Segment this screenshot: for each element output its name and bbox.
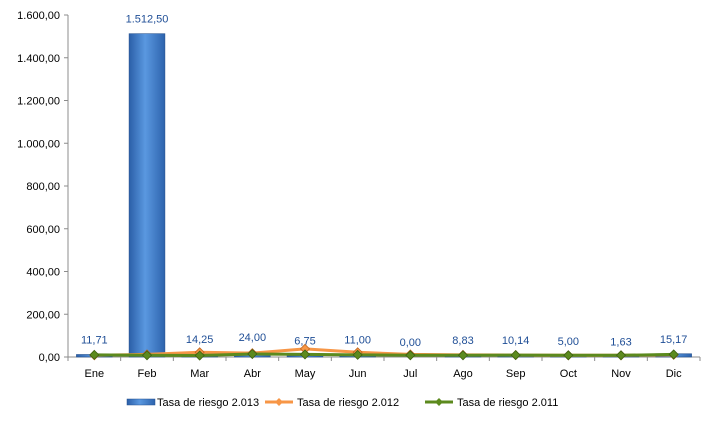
- series-point: [89, 349, 100, 360]
- data-label: 11,71: [81, 334, 108, 346]
- bar: [128, 33, 166, 358]
- series-point: [299, 349, 311, 360]
- line-series: [89, 343, 679, 361]
- y-tick-label: 200,00: [26, 309, 60, 321]
- data-label: 15,17: [660, 334, 688, 346]
- x-tick-label: Ago: [453, 368, 473, 380]
- x-tick-label: May: [295, 368, 316, 380]
- x-tick-label: Nov: [611, 368, 631, 380]
- x-tick-label: Mar: [190, 368, 209, 380]
- x-tick-label: Ene: [85, 368, 105, 380]
- data-labels: 11,71 1.512,50 14,25 24,00 6,75 11,00 0,00 8,83…: [81, 14, 687, 349]
- series-point: [668, 349, 679, 360]
- x-tick-label: Feb: [138, 368, 157, 380]
- axes: 0,00 200,00 400,00 600,00 800,00 1.000,00 1.20…: [17, 10, 701, 380]
- data-label: 8,83: [452, 335, 473, 347]
- legend-label: Tasa de riesgo 2.013: [157, 397, 259, 409]
- legend-marker: [275, 398, 283, 406]
- data-label: 11,00: [344, 335, 371, 347]
- series-point: [352, 349, 363, 360]
- series-point: [563, 350, 574, 361]
- series-point: [615, 350, 627, 361]
- data-label: 0,00: [400, 337, 421, 349]
- legend: Tasa de riesgo 2.013 Tasa de riesgo 2.012…: [126, 397, 558, 409]
- data-label: 14,25: [186, 334, 214, 346]
- data-label: 10,14: [502, 335, 530, 347]
- legend-marker: [435, 398, 443, 406]
- legend-swatch: [126, 398, 156, 406]
- legend-label: Tasa de riesgo 2.012: [297, 397, 399, 409]
- bar-series: [76, 33, 692, 358]
- x-tick-label: Jul: [403, 368, 417, 380]
- series-point: [510, 350, 521, 361]
- x-tick-label: Jun: [349, 368, 367, 380]
- data-label: 6,75: [294, 336, 315, 348]
- y-tick-label: 800,00: [26, 181, 60, 193]
- y-tick-label: 1.200,00: [17, 96, 60, 108]
- series-line: [94, 352, 674, 358]
- data-label: 1,63: [610, 337, 631, 349]
- data-label: 1.512,50: [126, 14, 169, 26]
- y-tick-label: 600,00: [26, 224, 60, 236]
- y-tick-label: 400,00: [26, 267, 60, 279]
- series-point: [405, 350, 416, 361]
- y-tick-label: 1.000,00: [17, 138, 60, 150]
- y-tick-label: 0,00: [39, 352, 60, 364]
- x-tick-label: Abr: [244, 368, 261, 380]
- y-tick-label: 1.600,00: [17, 10, 60, 22]
- x-tick-label: Dic: [666, 368, 682, 380]
- series-point: [457, 350, 469, 361]
- legend-label: Tasa de riesgo 2.011: [457, 397, 558, 409]
- x-tick-label: Sep: [506, 368, 526, 380]
- x-tick-label: Oct: [560, 368, 577, 380]
- series-point: [247, 348, 258, 360]
- series-point: [194, 350, 205, 361]
- series-point: [141, 350, 153, 361]
- y-tick-label: 1.400,00: [17, 53, 60, 65]
- data-label: 24,00: [239, 332, 267, 344]
- data-label: 5,00: [558, 336, 579, 348]
